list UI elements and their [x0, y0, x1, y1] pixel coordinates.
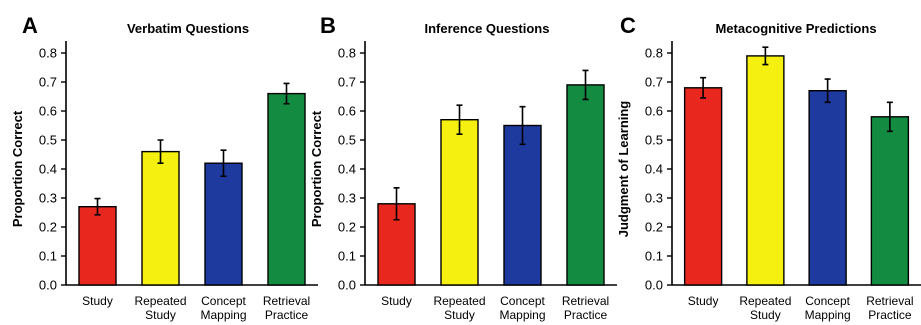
bar — [746, 55, 785, 286]
x-category-label: Retrieval — [866, 294, 913, 308]
y-tick-label: 0.8 — [645, 46, 663, 61]
y-tick-label: 0.0 — [338, 278, 356, 293]
bar — [683, 87, 723, 286]
panel-a: A Verbatim Questions Proportion Correct 0.0… — [10, 13, 318, 322]
error-bar — [886, 101, 893, 133]
bar — [267, 92, 306, 286]
panel-letter: B — [320, 13, 336, 38]
bar — [870, 116, 910, 286]
y-tick-label: 0.7 — [39, 75, 57, 90]
x-category-label: Repeated — [739, 294, 791, 308]
y-tick-label: 0.6 — [338, 104, 356, 119]
panel-letter: C — [620, 13, 636, 38]
panel-c: C Metacognitive Predictions Judgment of Le… — [616, 13, 921, 322]
y-tick-label: 0.0 — [645, 278, 663, 293]
y-tick-label: 0.4 — [39, 162, 57, 177]
y-tick-label: 0.5 — [39, 133, 57, 148]
error-bar — [762, 46, 769, 66]
bar — [440, 118, 479, 286]
y-tick-label: 0.5 — [645, 133, 663, 148]
bar — [141, 150, 180, 286]
error-bar — [157, 139, 164, 164]
panel-letter: A — [22, 13, 38, 38]
panel-title: Inference Questions — [425, 21, 550, 36]
y-axis-label: Proportion Correct — [309, 110, 324, 227]
bar — [566, 84, 605, 286]
y-tick-label: 0.4 — [338, 162, 356, 177]
error-bar — [519, 105, 526, 146]
bar — [503, 124, 542, 286]
x-category-label: Practice — [564, 308, 608, 322]
x-category-label: Study — [145, 308, 176, 322]
x-category-label: Study — [750, 308, 781, 322]
y-tick-label: 0.5 — [338, 133, 356, 148]
y-tick-label: 0.3 — [645, 191, 663, 206]
x-category-label: Retrieval — [263, 294, 310, 308]
x-category-label: Study — [688, 294, 719, 308]
error-bar — [824, 78, 831, 104]
bar — [78, 205, 117, 286]
error-bar — [456, 104, 463, 135]
error-bar — [94, 197, 101, 216]
x-category-label: Practice — [868, 308, 912, 322]
x-category-label: Retrieval — [562, 294, 609, 308]
panel-title: Metacognitive Predictions — [715, 21, 876, 36]
error-bar — [220, 149, 227, 178]
panel-b: B Inference Questions Proportion Correct 0.… — [309, 13, 617, 322]
x-category-label: Study — [82, 294, 113, 308]
x-category-label: Study — [381, 294, 412, 308]
y-tick-label: 0.3 — [338, 191, 356, 206]
x-category-label: Repeated — [433, 294, 485, 308]
y-axis-label: Judgment of Learning — [616, 101, 631, 238]
y-tick-label: 0.6 — [39, 104, 57, 119]
x-category-label: Practice — [265, 308, 309, 322]
error-bar — [700, 76, 707, 99]
x-category-label: Concept — [201, 294, 246, 308]
y-tick-label: 0.1 — [338, 249, 356, 264]
x-category-label: Study — [444, 308, 475, 322]
error-bar — [393, 187, 400, 221]
y-tick-label: 0.1 — [645, 249, 663, 264]
error-bar — [283, 82, 290, 105]
y-tick-label: 0.4 — [645, 162, 663, 177]
y-tick-label: 0.2 — [39, 220, 57, 235]
y-tick-label: 0.6 — [645, 104, 663, 119]
x-category-label: Mapping — [200, 308, 246, 322]
y-tick-label: 0.2 — [338, 220, 356, 235]
x-category-label: Mapping — [805, 308, 851, 322]
y-tick-label: 0.7 — [645, 75, 663, 90]
y-tick-label: 0.0 — [39, 278, 57, 293]
x-category-label: Concept — [805, 294, 850, 308]
error-bar — [582, 69, 589, 101]
y-tick-label: 0.3 — [39, 191, 57, 206]
y-tick-label: 0.8 — [39, 46, 57, 61]
y-tick-label: 0.1 — [39, 249, 57, 264]
x-category-label: Mapping — [499, 308, 545, 322]
x-category-label: Concept — [500, 294, 545, 308]
y-tick-label: 0.8 — [338, 46, 356, 61]
y-axis-label: Proportion Correct — [10, 110, 25, 227]
y-tick-label: 0.7 — [338, 75, 356, 90]
y-tick-label: 0.2 — [645, 220, 663, 235]
panel-title: Verbatim Questions — [127, 21, 249, 36]
bar — [808, 89, 847, 286]
x-category-label: Repeated — [134, 294, 186, 308]
bar — [204, 162, 243, 286]
